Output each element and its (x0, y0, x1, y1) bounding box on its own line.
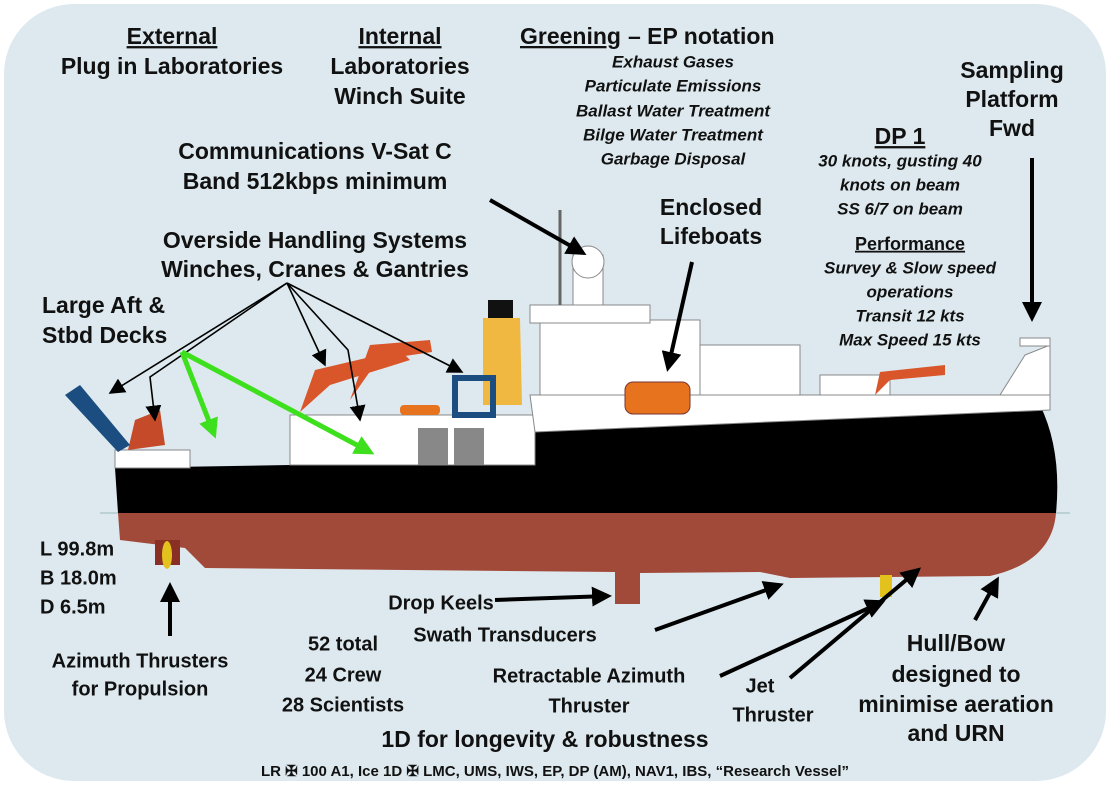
label: and URN (907, 720, 1004, 746)
label: Lifeboats (660, 223, 762, 249)
item: Garbage Disposal (601, 149, 747, 168)
label: L 99.8m (40, 538, 114, 560)
label: 1D for longevity & robustness (381, 726, 708, 752)
hull-black (115, 405, 1058, 513)
label: Large Aft & (42, 292, 165, 318)
label: Swath Transducers (413, 624, 596, 646)
heading: Performance (855, 234, 965, 254)
label: Communications V-Sat C (178, 138, 451, 164)
heading: External (127, 23, 218, 49)
item: SS 6/7 on beam (837, 199, 963, 218)
label: Hull/Bow (907, 630, 1005, 656)
label: Thruster (732, 704, 813, 726)
ship (65, 210, 1070, 604)
label: Winch Suite (334, 83, 465, 109)
label: B 18.0m (40, 567, 117, 589)
label: Band 512kbps minimum (183, 168, 448, 194)
label: Plug in Laboratories (61, 53, 283, 79)
heading-suffix: – EP notation (628, 23, 775, 49)
label: Jet (746, 675, 775, 697)
label: designed to (891, 661, 1020, 687)
label: Retractable Azimuth (493, 665, 686, 687)
label: 24 Crew (305, 664, 382, 686)
label: Fwd (989, 115, 1035, 141)
label: Platform (965, 86, 1058, 112)
label: Enclosed (660, 194, 762, 220)
label: Stbd Decks (42, 322, 167, 348)
hull-red (118, 513, 1056, 604)
label: 28 Scientists (282, 694, 404, 716)
item: operations (867, 282, 954, 301)
label: Winches, Cranes & Gantries (161, 256, 469, 282)
label: minimise aeration (858, 691, 1054, 717)
footer: LR ✠ 100 A1, Ice 1D ✠ LMC, UMS, IWS, EP,… (261, 763, 849, 780)
label: Drop Keels (388, 592, 494, 614)
heading: Greening – EP notation (520, 23, 775, 49)
label: Thruster (548, 695, 629, 717)
label: Laboratories (330, 53, 469, 79)
item: Max Speed 15 kts (839, 330, 981, 349)
item: Transit 12 kts (855, 306, 964, 325)
item: Ballast Water Treatment (576, 101, 771, 120)
label: for Propulsion (72, 678, 209, 700)
arrows (108, 158, 1042, 680)
heading: Internal (358, 23, 441, 49)
label: 52 total (308, 633, 378, 655)
heading: Greening (520, 23, 621, 49)
item: Exhaust Gases (612, 52, 734, 71)
item: knots on beam (840, 175, 960, 194)
item: 30 knots, gusting 40 (818, 151, 982, 170)
item: Survey & Slow speed (824, 258, 997, 277)
label: Overside Handling Systems (163, 227, 467, 253)
labels: External Plug in Laboratories Internal L… (40, 23, 1064, 780)
label: D 6.5m (40, 596, 106, 618)
item: Bilge Water Treatment (583, 125, 764, 144)
label: Sampling (960, 57, 1064, 83)
label: Azimuth Thrusters (52, 650, 229, 672)
item: Particulate Emissions (585, 76, 762, 95)
heading: DP 1 (875, 123, 926, 149)
